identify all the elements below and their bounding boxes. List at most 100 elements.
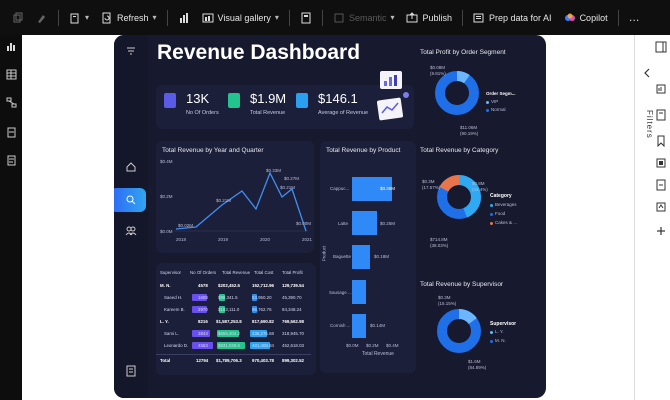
category-panel: Total Revenue by Category $0.3M (17.57%)… [420,141,540,267]
row-revenue: $183,111.0 [218,307,240,312]
chevron-down-icon: ▾ [274,13,279,22]
chevron-down-icon: ▾ [152,13,157,22]
more-options-button[interactable]: … [625,6,644,30]
sync-slicers-icon[interactable] [655,201,667,213]
filters-pane-label[interactable]: Filters [645,110,654,139]
row-cost: 481,408.84 [252,343,274,348]
product-bar[interactable] [352,280,366,304]
table-row[interactable]: Saeed H. 1608 $99,341.5 53,950.20 45,390… [156,292,311,303]
row-name: Saeed H. [164,295,183,300]
product-bar[interactable] [352,314,366,338]
cost-bar [252,294,257,301]
copilot-button[interactable]: Copilot [560,6,612,30]
row-profit: 129,739.54 [282,283,304,288]
x-tick: 2021 [302,237,313,242]
row-cost: 98,762.76 [252,307,272,312]
supervisor-legend-mn: M. N. [495,338,506,343]
model-view-icon[interactable] [6,97,17,108]
supervisor-top-pct: (15.15%) [438,301,457,306]
product-bar[interactable] [352,177,392,201]
add-icon[interactable] [655,225,667,237]
row-name: Leonardo D. [164,343,189,348]
table-row[interactable]: Leonardo D. 4553 $931,049.6 481,408.84 4… [156,340,311,351]
ribbon-toolbar: ▾ Refresh ▾ Visual gallery ▾ Semantic ▾ Pub… [0,0,670,35]
header-cost[interactable]: Total Cost [254,270,274,275]
header-orders[interactable]: No Of Orders [190,270,217,275]
get-data-button[interactable]: ▾ [65,6,93,30]
product-bar[interactable] [352,245,370,269]
publish-label: Publish [422,12,453,23]
header-revenue[interactable]: Total Revenue [222,270,251,275]
row-profit: 45,390.70 [282,295,302,300]
selection-icon[interactable] [655,157,667,169]
refresh-label: Refresh [117,12,149,23]
new-visual-button[interactable] [174,6,194,30]
table-row[interactable]: Sami L. 3843 $655,204.2 336,275.68 318,9… [156,328,311,339]
table-total-row: Total 12794 $1,789,706.3 970,403.78 899,… [156,354,311,365]
report-canvas[interactable]: Revenue Dashboard 13K No Of Orders $1.9M… [22,35,634,400]
product-value: $0.18M [374,254,390,259]
row-name: Sami L. [164,331,179,336]
home-icon[interactable] [125,161,137,173]
profit-segment-donut [435,71,479,115]
visualizations-icon[interactable] [655,83,667,95]
report-view-icon[interactable] [6,41,17,52]
category-bottom-pct: (38.03%) [430,243,449,248]
calculator-button[interactable] [296,6,316,30]
refresh-button[interactable]: Refresh ▾ [97,6,161,30]
dax-query-icon[interactable] [6,127,17,138]
people-icon[interactable] [125,225,137,237]
row-revenue: $655,204.2 [218,331,240,336]
toolbar-divider [462,9,464,26]
revenue-line-chart [174,171,308,232]
more-options-label: … [628,11,640,24]
revenue-bar [219,294,225,301]
collapse-icon[interactable] [655,41,667,53]
table-row[interactable]: M. N. 4578 $202,452.5 152,712.96 129,739… [156,280,311,291]
table-view-icon[interactable] [6,69,17,80]
performance-icon[interactable] [655,179,667,191]
visual-gallery-button[interactable]: Visual gallery ▾ [198,6,283,30]
profit-bottom-pct: (90.19%) [460,131,479,136]
tmdl-view-icon[interactable] [6,155,17,166]
supervisor-table: Supervisor No Of Orders Total Revenue To… [156,263,316,375]
row-orders: 4578 [198,283,208,288]
row-revenue: $1,587,253.8 [216,319,242,324]
profit-segment-title: Total Profit by Order Segment [420,49,506,56]
header-supervisor[interactable]: Supervisor [160,270,181,275]
toolbar-divider [166,9,168,26]
data-icon[interactable] [655,109,667,121]
row-revenue: $1,789,706.3 [216,358,242,363]
row-orders: 4553 [198,343,208,348]
search-icon[interactable] [125,194,137,206]
orders-bar [192,342,213,349]
product-cat: Cappuc... [330,186,350,191]
format-painter-icon[interactable] [32,6,52,30]
table-row[interactable]: Kareem B. 2970 $183,111.0 98,762.76 84,3… [156,304,311,315]
row-cost: 53,950.20 [252,295,272,300]
bookmarks-icon[interactable] [655,135,667,147]
side-nav-active[interactable] [114,188,146,212]
header-profit[interactable]: Total Profit [282,270,303,275]
prep-data-button[interactable]: Prep data for AI [469,6,556,30]
product-cat: Cornish ... [330,323,351,328]
orders-icon [164,93,176,108]
profit-bottom-label: $11.06M [460,125,478,130]
copy-icon[interactable] [8,6,28,30]
legend-dot-ly [490,331,493,334]
visual-gallery-label: Visual gallery [217,12,271,23]
row-orders: 1608 [198,295,208,300]
product-bar[interactable] [352,211,377,235]
publish-button[interactable]: Publish [402,6,456,30]
supervisor-legend-ly: L. Y. [495,329,504,334]
cost-bar [250,342,270,349]
revenue-bar [217,342,245,349]
product-chart-panel: Total Revenue by Product Product Cappuc.… [320,141,416,373]
table-row[interactable]: L. Y. 8216 $1,587,253.8 817,690.82 769,5… [156,316,311,327]
filter-icon[interactable] [125,45,137,57]
chevron-left-icon[interactable] [641,67,653,79]
profit-top-label: $0.08M [430,65,446,70]
product-x-axis: Total Revenue [362,351,394,357]
document-icon[interactable] [125,365,137,377]
semantic-button[interactable]: Semantic ▾ [329,6,399,30]
